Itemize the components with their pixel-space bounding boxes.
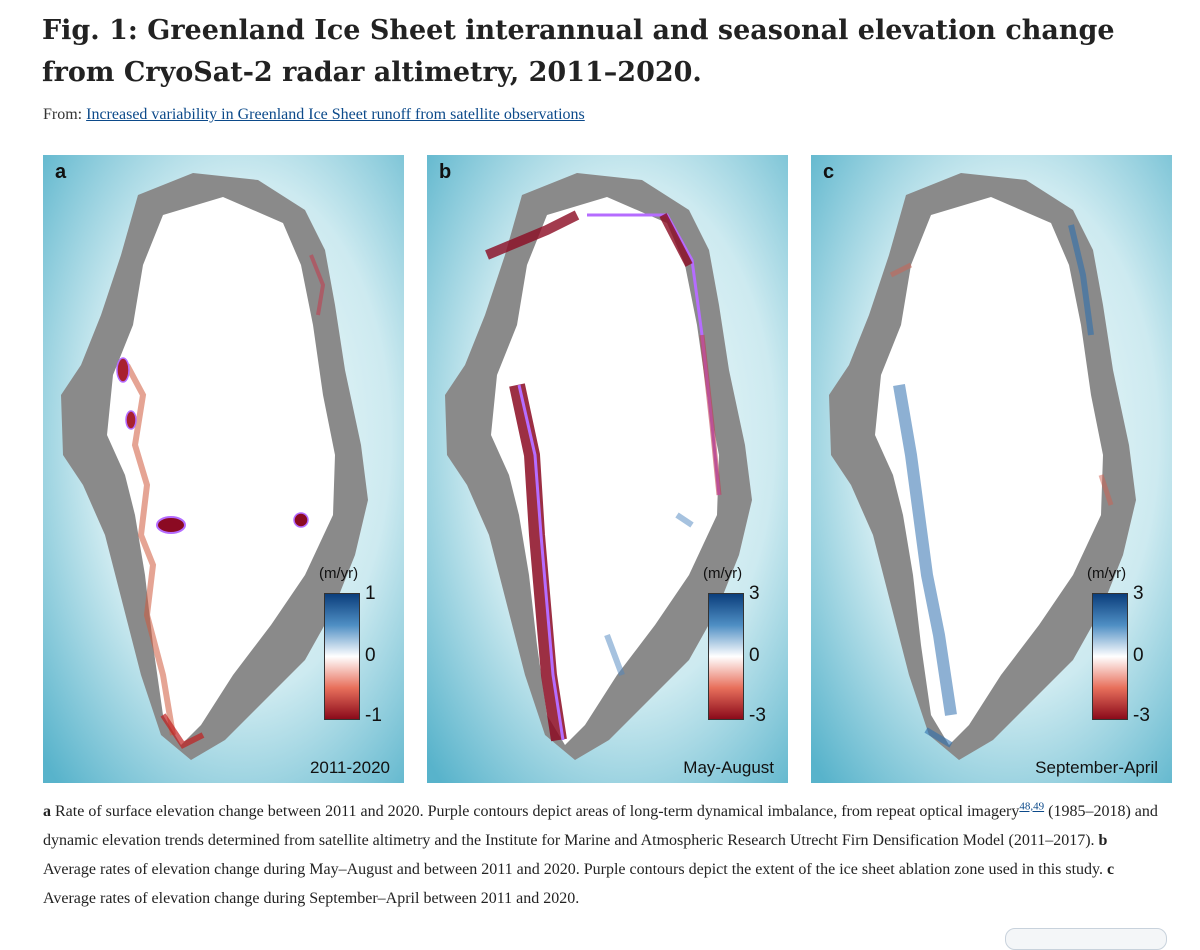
panel-period: 2011-2020 bbox=[309, 758, 390, 777]
panel-period: September-April bbox=[1035, 758, 1158, 777]
colorbar-unit: (m/yr) bbox=[703, 565, 743, 582]
caption-text-b: Average rates of elevation change during… bbox=[43, 861, 1107, 878]
panel-b: b (m/yr) 3 0 -3 May-August bbox=[427, 155, 788, 783]
colorbar-tick-min: -3 bbox=[749, 705, 766, 726]
colorbar-tick-zero: 0 bbox=[1133, 645, 1144, 666]
panel-letter: a bbox=[55, 161, 67, 183]
caption-text-a: Rate of surface elevation change between… bbox=[51, 803, 1020, 820]
colorbar-tick-min: -1 bbox=[365, 705, 382, 726]
panel-c: c (m/yr) 3 0 -3 September-April bbox=[811, 155, 1172, 783]
panel-period: May-August bbox=[683, 758, 774, 777]
panel-letter: c bbox=[823, 161, 835, 183]
figure-title: Fig. 1: Greenland Ice Sheet interannual … bbox=[42, 15, 1115, 88]
panel-letter: b bbox=[439, 161, 452, 183]
full-size-image-button[interactable] bbox=[1005, 928, 1167, 950]
caption-label-a: a bbox=[43, 803, 51, 820]
source-line: From: Increased variability in Greenland… bbox=[43, 106, 585, 124]
colorbar bbox=[708, 593, 744, 720]
greenland-map-a bbox=[43, 155, 404, 783]
greenland-map-c bbox=[811, 155, 1172, 783]
colorbar-tick-zero: 0 bbox=[365, 645, 376, 666]
reference-link[interactable]: 48,49 bbox=[1019, 800, 1045, 813]
colorbar-unit: (m/yr) bbox=[319, 565, 359, 582]
colorbar-tick-max: 3 bbox=[749, 583, 760, 604]
caption-text-a2: (1985–2018) and dynamic elevation trends… bbox=[43, 803, 1158, 849]
panel-a: a (m/yr) 1 0 -1 2011-2020 bbox=[43, 155, 404, 783]
from-label: From: bbox=[43, 106, 83, 123]
figure-caption: a Rate of surface elevation change betwe… bbox=[43, 797, 1163, 913]
colorbar bbox=[1092, 593, 1128, 720]
source-article-link[interactable]: Increased variability in Greenland Ice S… bbox=[86, 106, 585, 123]
colorbar-unit: (m/yr) bbox=[1087, 565, 1127, 582]
colorbar-tick-min: -3 bbox=[1133, 705, 1150, 726]
caption-label-c: c bbox=[1107, 861, 1115, 878]
colorbar-tick-max: 3 bbox=[1133, 583, 1144, 604]
caption-label-b: b bbox=[1098, 832, 1108, 849]
colorbar-tick-zero: 0 bbox=[749, 645, 760, 666]
colorbar bbox=[324, 593, 360, 720]
caption-text-c: Average rates of elevation change during… bbox=[43, 890, 580, 907]
colorbar-tick-max: 1 bbox=[365, 583, 376, 604]
